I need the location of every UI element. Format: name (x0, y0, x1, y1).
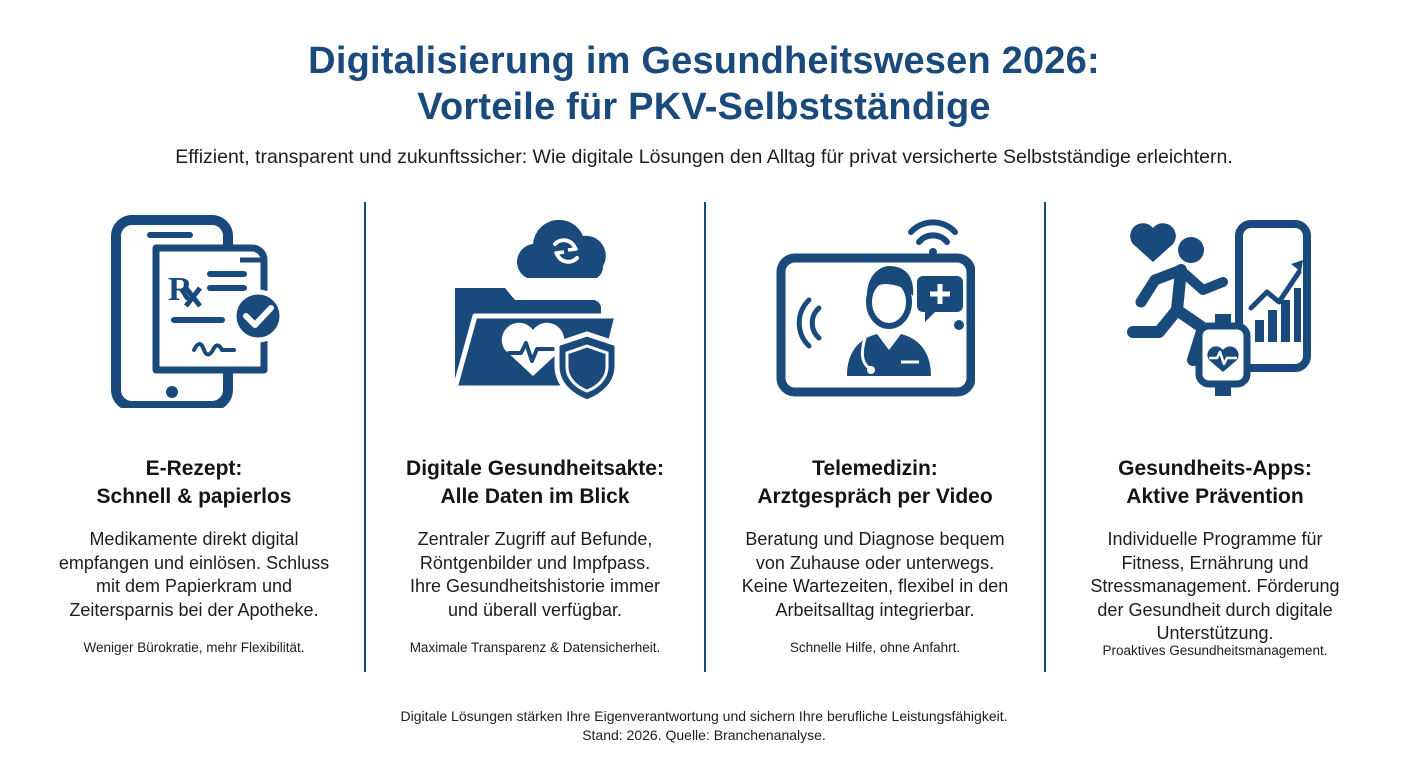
description-line: Ihre Gesundheitshistorie immer (409, 576, 661, 596)
column-title-line: Gesundheits-Apps: (1118, 457, 1312, 480)
health-record-icon (435, 208, 635, 408)
description-line: Beratung und Diagnose bequem (745, 529, 1005, 549)
column-note: Schnelle Hilfe, ohne Anfahrt. (789, 640, 961, 655)
column-note: Maximale Transparenz & Datensicherheit. (409, 640, 661, 655)
description-line: Keine Wartezeiten, flexibel in den (741, 576, 1009, 596)
column-title-line: Schnell & papierlos (96, 485, 292, 508)
column-title-line: Alle Daten im Blick (440, 485, 630, 508)
footer: Digitale Lösungen stärken Ihre Eigenvera… (0, 707, 1408, 745)
column-title: Gesundheits-Apps: Aktive Prävention (1046, 455, 1384, 511)
column-title-line: Aktive Prävention (1126, 485, 1304, 508)
e-prescription-icon: R (94, 208, 294, 408)
description-line: Zentraler Zugriff auf Befunde, (417, 529, 653, 549)
description-line: Zeitersparnis bei der Apotheke. (69, 599, 319, 620)
description-line: mit dem Papierkram und (95, 576, 293, 596)
header: Digitalisierung im Gesundheitswesen 2026… (0, 38, 1408, 170)
description-line: und überall verfügbar. (447, 599, 623, 620)
footer-source: Stand: 2026. Quelle: Branchenanalyse. (582, 727, 826, 743)
page-subtitle: Effizient, transparent und zukunftssiche… (175, 146, 1233, 168)
health-apps-icon (1115, 208, 1315, 408)
column-description: Individuelle Programme für Fitness, Ernä… (1056, 528, 1374, 646)
description-line: von Zuhause oder unterwegs. (755, 552, 995, 573)
column-description: Zentraler Zugriff auf Befunde, Röntgenbi… (376, 528, 694, 622)
page-title: Digitalisierung im Gesundheitswesen 2026… (0, 38, 1408, 130)
title-line-1: Digitalisierung im Gesundheitswesen 2026… (308, 40, 1100, 82)
column-title: E-Rezept: Schnell & papierlos (24, 455, 364, 511)
description-line: Stressmanagement. Förderung (1090, 576, 1340, 596)
description-line: Arbeitsalltag integrierbar. (775, 599, 975, 620)
footer-statement: Digitale Lösungen stärken Ihre Eigenvera… (400, 708, 1008, 724)
column-e-rezept: R E-Rezept: Schnell & papierlos Medikame… (24, 202, 364, 672)
column-note: Weniger Bürokratie, mehr Flexibilität. (83, 640, 305, 655)
description-line: empfangen und einlösen. Schluss (58, 552, 330, 573)
column-gesundheitsakte: Digitale Gesundheitsakte: Alle Daten im … (364, 202, 704, 672)
column-title: Telemedizin: Arztgespräch per Video (706, 455, 1044, 511)
column-title-line: Digitale Gesundheitsakte: (406, 457, 664, 480)
description-line: Individuelle Programme für (1107, 529, 1323, 549)
telemedicine-icon (775, 208, 975, 408)
description-line: Medikamente direkt digital (89, 529, 299, 549)
column-title-line: E-Rezept: (145, 457, 243, 480)
column-gesundheits-apps: Gesundheits-Apps: Aktive Prävention Indi… (1044, 202, 1384, 672)
column-title-line: Telemedizin: (812, 457, 938, 480)
column-description: Medikamente direkt digital empfangen und… (34, 528, 354, 622)
column-title-line: Arztgespräch per Video (757, 485, 993, 508)
title-line-2: Vorteile für PKV-Selbstständige (417, 86, 991, 128)
description-line: Unterstützung. (1156, 623, 1274, 643)
column-title: Digitale Gesundheitsakte: Alle Daten im … (366, 455, 704, 511)
description-line: Röntgenbilder und Impfpass. (419, 552, 651, 573)
description-line: der Gesundheit durch digitale (1097, 599, 1333, 620)
column-telemedizin: Telemedizin: Arztgespräch per Video Bera… (704, 202, 1044, 672)
description-line: Fitness, Ernährung und (1121, 552, 1309, 573)
benefit-columns: R E-Rezept: Schnell & papierlos Medikame… (24, 202, 1384, 672)
column-description: Beratung und Diagnose bequem von Zuhause… (716, 528, 1034, 622)
column-note: Proaktives Gesundheitsmanagement. (1102, 643, 1328, 658)
